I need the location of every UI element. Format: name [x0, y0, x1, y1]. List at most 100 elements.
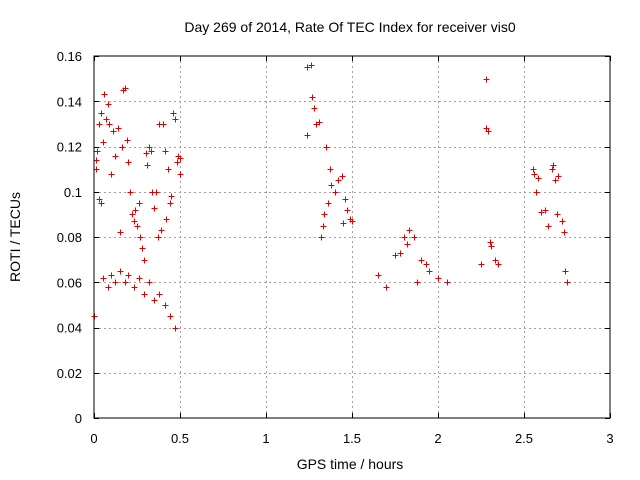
- data-point: [144, 162, 151, 169]
- data-point: [105, 101, 112, 108]
- data-point: [96, 196, 103, 203]
- y-tick-label: 0.04: [57, 321, 82, 336]
- data-point: [122, 279, 129, 286]
- data-point: [119, 144, 126, 151]
- data-point: [318, 234, 325, 241]
- data-point: [129, 211, 136, 218]
- data-point: [538, 209, 545, 216]
- data-point: [401, 234, 408, 241]
- data-point: [108, 272, 115, 279]
- data-point: [100, 275, 107, 282]
- data-point: [170, 110, 177, 117]
- data-point: [131, 218, 138, 225]
- x-tick-label: 0: [90, 431, 97, 446]
- data-point: [122, 85, 129, 92]
- data-point: [316, 119, 323, 126]
- data-point: [177, 171, 184, 178]
- data-point: [426, 268, 433, 275]
- data-point: [339, 173, 346, 180]
- data-point: [320, 223, 327, 230]
- data-point: [375, 272, 382, 279]
- data-point: [485, 128, 492, 135]
- axis-ticks: [94, 56, 611, 419]
- data-point: [165, 166, 172, 173]
- data-point: [561, 229, 568, 236]
- data-point: [444, 279, 451, 286]
- data-point: [397, 250, 404, 257]
- data-point: [167, 200, 174, 207]
- data-point: [162, 302, 169, 309]
- data-point: [349, 218, 356, 225]
- data-point: [160, 121, 167, 128]
- data-point: [155, 234, 162, 241]
- data-point: [562, 268, 569, 275]
- data-point: [168, 193, 175, 200]
- data-point: [156, 291, 163, 298]
- y-tick-labels: 0 0.02 0.04 0.06 0.08 0.1 0.12 0.14 0.16: [57, 49, 82, 426]
- data-point: [383, 284, 390, 291]
- data-point: [162, 148, 169, 155]
- data-point: [110, 128, 117, 135]
- x-tick-label: 2: [434, 431, 441, 446]
- data-point: [101, 91, 108, 98]
- x-tick-labels: 0 0.5 1 1.5 2 2.5 3: [90, 431, 613, 446]
- y-tick-label: 0.02: [57, 366, 82, 381]
- y-tick-label: 0.14: [57, 94, 82, 109]
- data-point: [112, 279, 119, 286]
- y-tick-label: 0.08: [57, 230, 82, 245]
- data-point: [328, 182, 335, 189]
- data-point: [174, 159, 181, 166]
- data-point: [487, 239, 494, 246]
- data-point: [406, 227, 413, 234]
- data-point: [559, 218, 566, 225]
- data-point: [134, 223, 141, 230]
- data-point: [136, 200, 143, 207]
- data-point: [127, 189, 134, 196]
- data-point: [146, 144, 153, 151]
- data-point: [478, 261, 485, 268]
- data-point: [542, 207, 549, 214]
- data-point: [112, 153, 119, 160]
- data-point: [117, 268, 124, 275]
- data-point: [163, 216, 170, 223]
- data-point: [550, 162, 557, 169]
- data-point: [106, 121, 113, 128]
- data-point: [492, 257, 499, 264]
- data-point: [418, 257, 425, 264]
- data-point: [98, 200, 105, 207]
- data-point: [332, 189, 339, 196]
- data-points: [91, 62, 571, 332]
- data-point: [132, 207, 139, 214]
- data-point: [167, 313, 174, 320]
- data-point: [308, 62, 315, 69]
- data-point: [564, 279, 571, 286]
- chart-title: Day 269 of 2014, Rate Of TEC Index for r…: [184, 19, 515, 35]
- data-point: [545, 223, 552, 230]
- data-point: [94, 148, 101, 155]
- data-point: [304, 132, 311, 139]
- data-point: [404, 241, 411, 248]
- data-point: [344, 207, 351, 214]
- data-point: [137, 234, 144, 241]
- data-point: [151, 297, 158, 304]
- data-point: [552, 177, 559, 184]
- data-point: [325, 200, 332, 207]
- data-point: [172, 325, 179, 332]
- data-point: [335, 177, 342, 184]
- data-point: [177, 155, 184, 162]
- data-point: [311, 105, 318, 112]
- x-tick-label: 1.5: [343, 431, 361, 446]
- x-axis-label: GPS time / hours: [297, 456, 404, 472]
- data-point: [158, 227, 165, 234]
- x-tick-label: 2.5: [515, 431, 533, 446]
- data-point: [530, 166, 537, 173]
- data-point: [323, 144, 330, 151]
- data-point: [141, 257, 148, 264]
- data-point: [125, 272, 132, 279]
- data-point: [117, 229, 124, 236]
- data-point: [309, 94, 316, 101]
- grid-lines: [94, 56, 610, 418]
- x-tick-label: 3: [606, 431, 613, 446]
